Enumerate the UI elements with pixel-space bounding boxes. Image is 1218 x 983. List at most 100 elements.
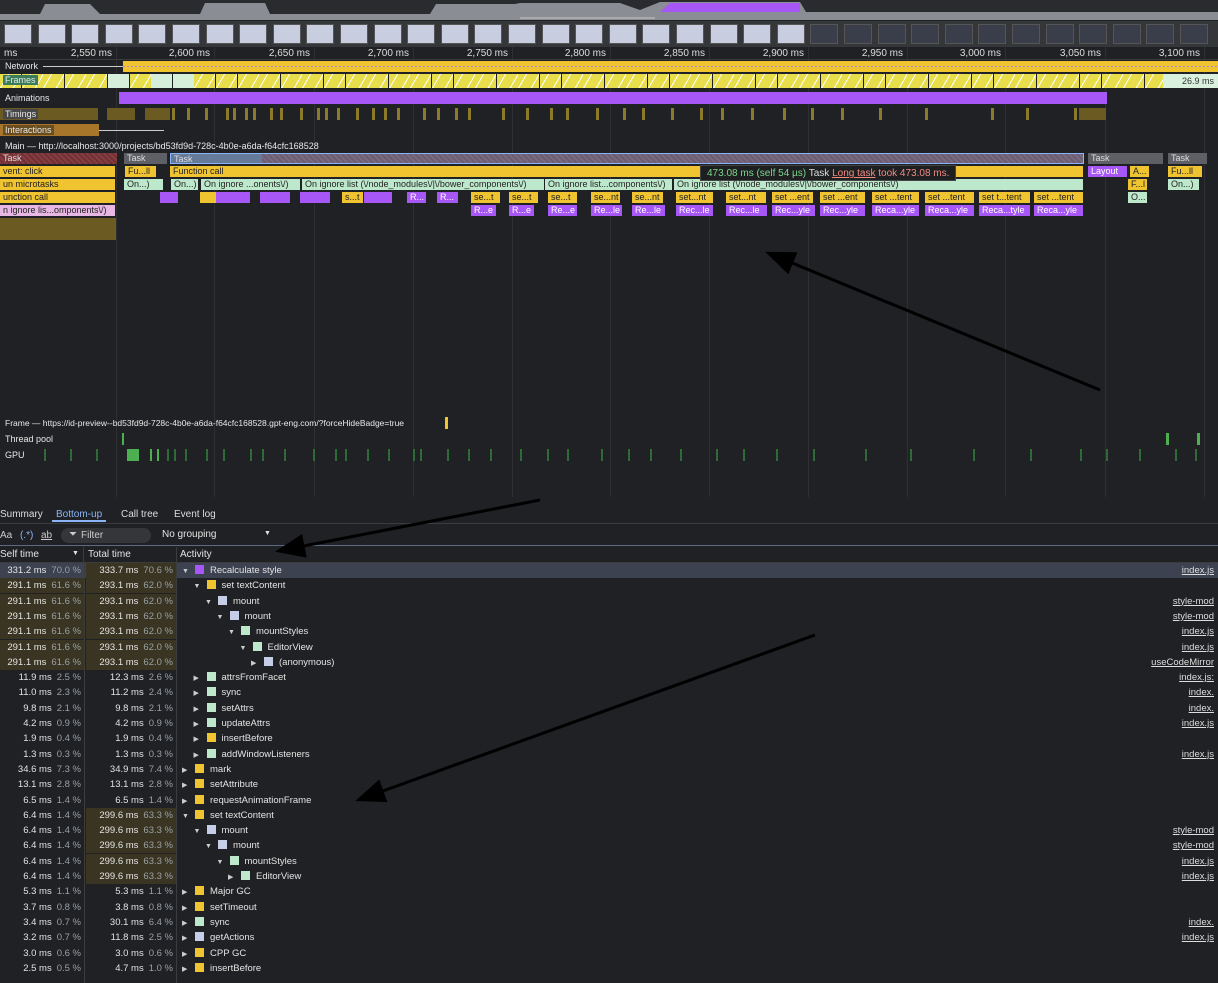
gpu-event[interactable] (490, 449, 492, 461)
gpu-event[interactable] (420, 449, 422, 461)
gpu-event[interactable] (185, 449, 187, 461)
screenshot-thumbnail[interactable] (911, 24, 940, 44)
timing-marker[interactable] (455, 108, 458, 120)
screenshot-thumbnail[interactable] (1079, 24, 1108, 44)
flame-block[interactable] (260, 192, 290, 203)
gpu-event[interactable] (1139, 449, 1141, 461)
frame-block[interactable] (324, 74, 345, 88)
gpu-track[interactable]: GPU (0, 449, 1218, 462)
frame-block[interactable] (1123, 74, 1145, 88)
screenshot-thumbnail[interactable] (743, 24, 772, 44)
table-row[interactable]: 2.5 ms 0.5 % 4.7 ms 1.0 % ▶ insertBefore (0, 961, 1218, 976)
flame-block[interactable]: R... (407, 192, 427, 203)
flame-block[interactable]: Task (170, 153, 1084, 164)
source-link[interactable]: index. (1188, 702, 1214, 714)
collapse-triangle-icon[interactable]: ▼ (182, 568, 189, 575)
gpu-event[interactable] (601, 449, 603, 461)
table-row[interactable]: 291.1 ms 61.6 % 293.1 ms 62.0 % ▼ mount style-… (0, 593, 1218, 609)
collapse-triangle-icon[interactable]: ▼ (228, 629, 235, 637)
gpu-event[interactable] (1030, 449, 1032, 461)
collapse-triangle-icon[interactable]: ▼ (182, 812, 189, 820)
table-row[interactable]: 291.1 ms 61.6 % 293.1 ms 62.0 % ▼ mount style-… (0, 608, 1218, 624)
total-time-header[interactable]: Total time (85, 547, 177, 562)
gpu-event[interactable] (973, 449, 975, 461)
timing-marker[interactable] (397, 108, 400, 120)
expand-triangle-icon[interactable]: ▶ (182, 935, 188, 943)
table-row[interactable]: 4.2 ms 0.9 % 4.2 ms 0.9 % ▶ updateAttrs index.… (0, 716, 1218, 731)
screenshot-thumbnail[interactable] (407, 24, 436, 44)
timing-marker[interactable] (991, 108, 994, 120)
frame-block[interactable] (885, 74, 907, 88)
expand-triangle-icon[interactable]: ▶ (182, 950, 188, 958)
gpu-event[interactable] (1195, 449, 1197, 461)
timing-marker[interactable] (841, 108, 844, 120)
flame-block[interactable]: se...t (471, 192, 501, 203)
table-row[interactable]: 291.1 ms 61.6 % 293.1 ms 62.0 % ▼ EditorView i… (0, 639, 1218, 655)
flame-block[interactable]: se...nt (632, 192, 664, 203)
gpu-event[interactable] (813, 449, 815, 461)
flame-block[interactable]: vent: click (0, 166, 116, 177)
screenshot-thumbnail[interactable] (877, 24, 906, 44)
collapse-triangle-icon[interactable]: ▼ (239, 644, 247, 652)
flame-block[interactable] (0, 218, 116, 240)
gpu-event[interactable] (345, 449, 347, 461)
table-row[interactable]: 5.3 ms 1.1 % 5.3 ms 1.1 % ▶ Major GC (0, 884, 1218, 899)
frame-block[interactable] (237, 74, 259, 88)
flame-block[interactable]: s...t (342, 192, 364, 203)
screenshot-thumbnail[interactable] (37, 24, 66, 44)
table-row[interactable]: 1.9 ms 0.4 % 1.9 ms 0.4 % ▶ insertBefore (0, 731, 1218, 746)
gpu-event[interactable] (127, 449, 131, 461)
frame-block[interactable] (453, 74, 475, 88)
screenshot-thumbnail[interactable] (642, 24, 671, 44)
timing-marker[interactable] (468, 108, 471, 120)
timing-marker[interactable] (437, 108, 440, 120)
screenshot-thumbnail[interactable] (709, 24, 738, 44)
timing-marker[interactable] (337, 108, 340, 120)
tab-bottom-up[interactable]: Bottom-up (52, 509, 107, 522)
frame-block[interactable] (86, 74, 108, 88)
timing-marker[interactable] (226, 108, 229, 120)
gpu-event[interactable] (335, 449, 337, 461)
table-row[interactable]: 291.1 ms 61.6 % 293.1 ms 62.0 % ▼ set textCon… (0, 578, 1218, 594)
table-row[interactable]: 3.0 ms 0.6 % 3.0 ms 0.6 % ▶ CPP GC (0, 946, 1218, 961)
frame-block[interactable] (950, 74, 972, 88)
timing-marker[interactable] (187, 108, 190, 120)
flame-block[interactable]: Rec...le (726, 205, 768, 216)
timing-marker[interactable] (526, 108, 529, 120)
flame-block[interactable]: unction call (0, 192, 116, 203)
table-row[interactable]: 1.3 ms 0.3 % 1.3 ms 0.3 % ▶ addWindowListener… (0, 747, 1218, 762)
gpu-event[interactable] (547, 449, 549, 461)
screenshot-thumbnail[interactable] (541, 24, 570, 44)
screenshot-thumbnail[interactable] (272, 24, 301, 44)
flame-block[interactable]: se...t (548, 192, 578, 203)
frame-block[interactable] (410, 74, 432, 88)
flame-block[interactable]: Reca...yle (925, 205, 975, 216)
table-row[interactable]: 6.4 ms 1.4 % 299.6 ms 63.3 % ▶ EditorView inde… (0, 869, 1218, 884)
filter-input[interactable]: ⏷ Filter (61, 528, 151, 543)
timing-marker[interactable] (550, 108, 553, 120)
frame-block[interactable] (928, 74, 950, 88)
gpu-event[interactable] (680, 449, 682, 461)
timing-marker[interactable] (356, 108, 359, 120)
flame-block[interactable]: On...) (1168, 179, 1200, 190)
collapse-triangle-icon[interactable]: ▼ (205, 843, 212, 851)
flame-block[interactable]: set ...ent (820, 192, 866, 203)
frame-track[interactable]: Frame — https://id-preview--bd53fd9d-728… (0, 417, 1218, 430)
expand-triangle-icon[interactable]: ▶ (182, 889, 188, 897)
screenshot-thumbnail[interactable] (1180, 24, 1208, 44)
timing-marker[interactable] (270, 108, 273, 120)
frame-block[interactable] (302, 74, 324, 88)
timing-marker[interactable] (925, 108, 928, 120)
flame-block[interactable]: A... (1130, 166, 1150, 177)
flame-block[interactable]: set ...tent (925, 192, 975, 203)
timing-marker[interactable] (596, 108, 599, 120)
flame-block[interactable] (300, 192, 330, 203)
screenshot-thumbnail[interactable] (138, 24, 167, 44)
timing-marker[interactable] (1026, 108, 1029, 120)
flame-block[interactable]: O... (1128, 192, 1148, 203)
flame-block[interactable]: Re...le (632, 205, 666, 216)
thread-pool-track[interactable]: Thread pool (0, 433, 1218, 446)
source-link[interactable]: style-mod (1172, 610, 1214, 622)
flame-block[interactable]: Reca...yle (872, 205, 920, 216)
expand-triangle-icon[interactable]: ▶ (182, 965, 188, 973)
